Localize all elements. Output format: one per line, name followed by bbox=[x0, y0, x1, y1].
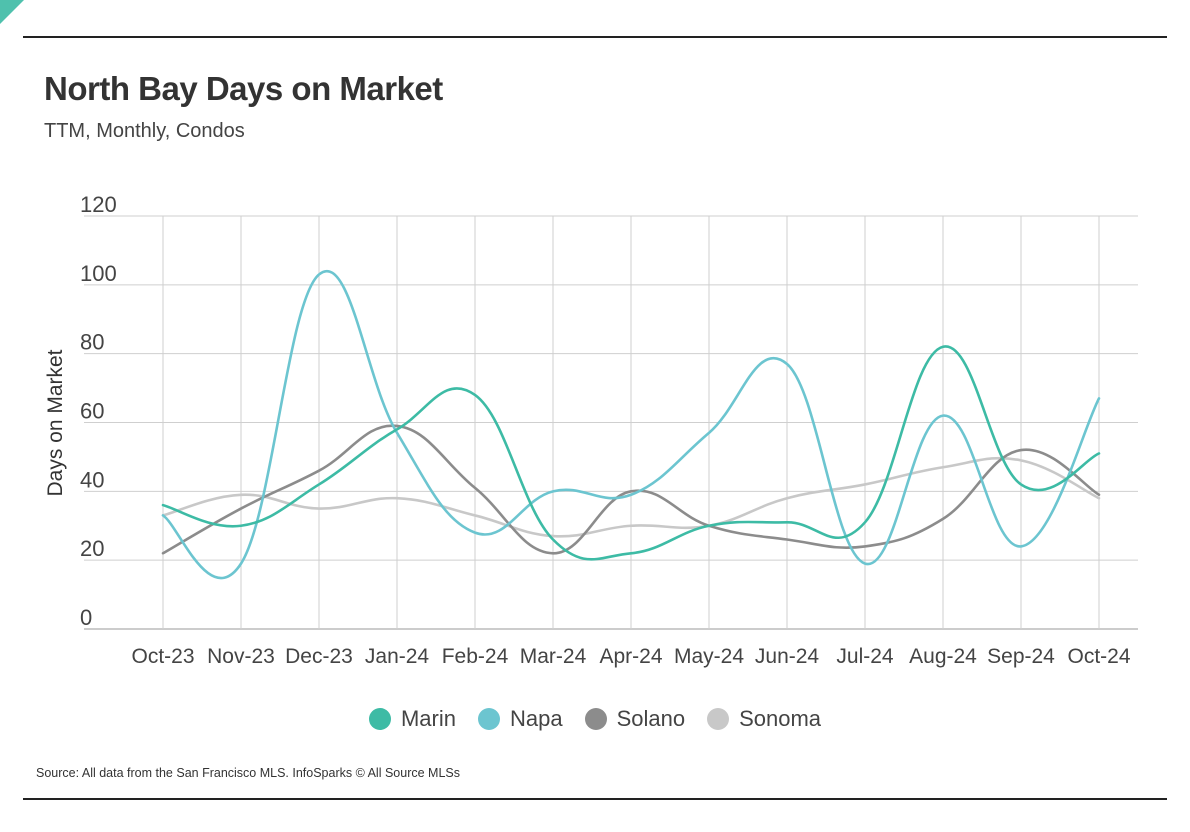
bottom-divider bbox=[23, 798, 1167, 800]
corner-accent bbox=[0, 0, 24, 24]
x-tick-label: Aug-24 bbox=[909, 645, 977, 668]
source-note: Source: All data from the San Francisco … bbox=[36, 766, 460, 780]
y-tick-label: 100 bbox=[80, 261, 117, 286]
legend-swatch bbox=[707, 708, 730, 730]
x-tick-label: Nov-23 bbox=[207, 645, 275, 668]
series-line-marin bbox=[161, 345, 1101, 561]
x-tick-label: May-24 bbox=[674, 645, 744, 668]
y-tick-label: 80 bbox=[80, 330, 104, 355]
legend-label: Solano bbox=[616, 706, 686, 731]
x-tick-label: Sep-24 bbox=[987, 645, 1055, 668]
chart-legend: Marin Napa Solano Sonoma bbox=[0, 706, 1190, 732]
legend-item-solano: Solano bbox=[584, 706, 686, 732]
x-tick-label: Feb-24 bbox=[442, 645, 509, 668]
chart-title: North Bay Days on Market bbox=[44, 70, 443, 107]
legend-label: Marin bbox=[400, 706, 456, 731]
legend-item-napa: Napa bbox=[477, 706, 563, 732]
legend-item-marin: Marin bbox=[368, 706, 456, 732]
x-tick-label: Jan-24 bbox=[365, 645, 430, 668]
x-tick-label: Oct-24 bbox=[1067, 645, 1130, 668]
x-tick-label: Mar-24 bbox=[520, 645, 587, 668]
y-tick-label: 20 bbox=[80, 536, 104, 561]
series-line-napa bbox=[161, 270, 1101, 580]
series-line-solano bbox=[161, 424, 1101, 555]
legend-label: Napa bbox=[509, 706, 563, 731]
legend-swatch bbox=[368, 708, 391, 730]
y-axis-label: Days on Market bbox=[44, 349, 67, 496]
x-tick-label: Dec-23 bbox=[285, 645, 353, 668]
x-tick-label: Oct-23 bbox=[131, 645, 194, 668]
legend-swatch bbox=[584, 708, 607, 730]
y-tick-label: 40 bbox=[80, 467, 104, 492]
top-divider bbox=[23, 36, 1167, 38]
legend-swatch bbox=[477, 708, 500, 730]
x-tick-label: Jun-24 bbox=[755, 645, 820, 668]
y-tick-label: 0 bbox=[80, 605, 92, 630]
series-line-sonoma bbox=[161, 456, 1101, 538]
legend-label: Sonoma bbox=[739, 706, 822, 731]
chart-subtitle: TTM, Monthly, Condos bbox=[44, 120, 245, 142]
y-tick-label: 120 bbox=[80, 192, 117, 217]
x-tick-label: Apr-24 bbox=[599, 645, 662, 668]
x-tick-label: Jul-24 bbox=[836, 645, 894, 668]
legend-item-sonoma: Sonoma bbox=[707, 706, 821, 732]
y-tick-label: 60 bbox=[80, 399, 104, 424]
